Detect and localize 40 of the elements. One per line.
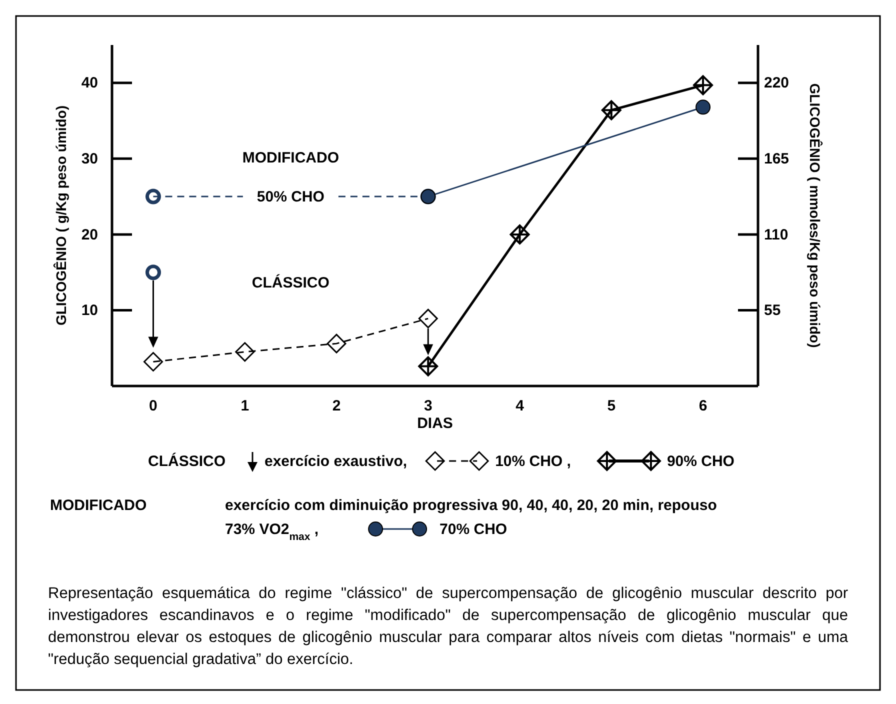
point	[601, 100, 622, 120]
text: CLÁSSICO	[148, 452, 226, 470]
point	[510, 224, 530, 244]
point	[145, 188, 161, 204]
text: Representação esquemática do regime "clássico" de supercompensação de glicogênio muscular descrito por investigadores escandinavos e o regime "modificado" de supercompensação de glicogênio muscular que demonstrou elevar os estoques de glicogênio muscular para comparar altos níveis com dietas "normais" e uma "redução sequencial gradativa” do exercício.	[48, 584, 848, 670]
legend-label: 70% CHO	[440, 521, 508, 538]
annotation: CLÁSSICO	[252, 273, 330, 292]
y2-tick-label: 220	[764, 74, 790, 92]
y2-tick-label: 55	[764, 302, 781, 320]
y-tick-label: 30	[81, 150, 98, 168]
x-axis-title: DIAS	[417, 415, 453, 432]
y-tick-label: 40	[81, 74, 98, 92]
point	[418, 308, 438, 328]
legend-label: 90% CHO	[666, 453, 735, 470]
annotation: MODIFICADO	[242, 149, 340, 166]
y-tick-label: 20	[81, 226, 98, 244]
point	[326, 334, 346, 354]
series-label: 50% CHO	[256, 188, 325, 206]
text: exercício exaustivo,	[264, 453, 408, 470]
x-tick-label: 0	[149, 398, 158, 415]
y-tick-label: 10	[81, 302, 98, 320]
point	[693, 75, 714, 96]
legend-label: 10% CHO ,	[495, 453, 571, 470]
x-tick-label: 4	[516, 398, 525, 415]
x-tick-label: 1	[240, 398, 250, 415]
text: MODIFICADO	[50, 497, 147, 514]
text: exercício com diminuição progressiva 90, 40, 40, 20, 20 min, repouso	[225, 497, 717, 514]
y2-tick-label: 110	[764, 226, 788, 244]
point	[696, 100, 711, 115]
point	[145, 264, 161, 280]
x-tick-label: 5	[607, 398, 616, 415]
x-tick-label: 3	[424, 398, 432, 415]
y2-axis-title: GLICOGÊNIO ( mmoles/Kg peso úmido)	[807, 83, 823, 348]
x-tick-label: 6	[698, 398, 708, 415]
point	[418, 356, 438, 376]
y2-tick-label: 165	[764, 150, 790, 168]
text: 73% VO2$_{max}$ ,	[225, 521, 319, 543]
point	[235, 342, 255, 362]
y-axis-title: GLICOGÊNIO ( g/Kg peso úmido)	[53, 105, 69, 326]
x-tick-label: 2	[332, 398, 341, 415]
